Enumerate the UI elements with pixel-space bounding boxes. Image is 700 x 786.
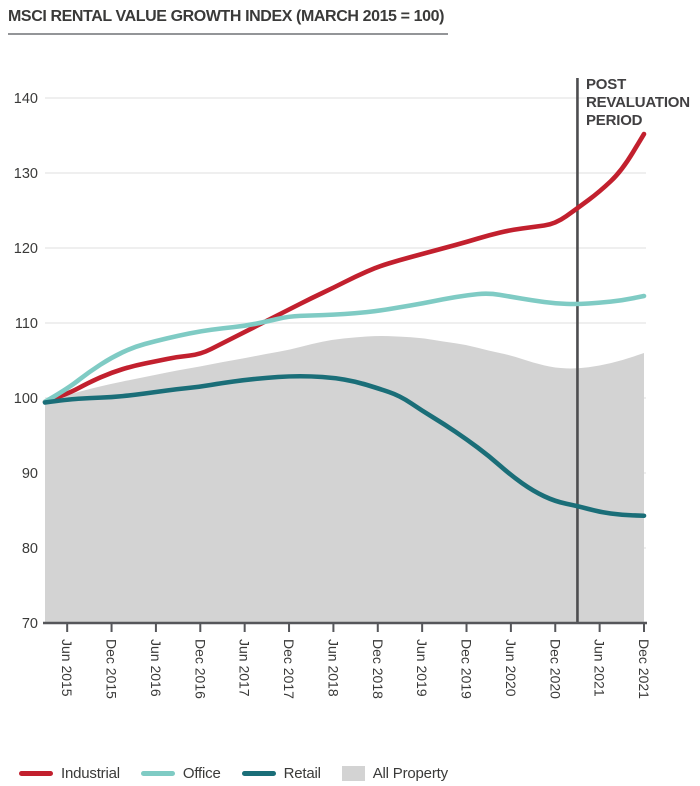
x-tick-label: Dec 2019	[459, 639, 475, 699]
x-tick-label: Dec 2021	[636, 639, 652, 699]
legend-label-all-property: All Property	[372, 764, 448, 782]
chart-legend: Industrial Office Retail All Property	[19, 760, 469, 786]
y-tick-label-120: 120	[14, 241, 38, 257]
y-tick-label-110: 110	[15, 316, 38, 332]
all-property-area-swatch-icon	[341, 765, 365, 781]
chart-title: MSCI RENTAL VALUE GROWTH INDEX (MARCH 20…	[8, 8, 449, 35]
post-revaluation-annotation: POST REVALUATION PERIOD	[586, 76, 690, 129]
legend-label-industrial: Industrial	[61, 764, 120, 782]
x-tick-label: Jun 2015	[59, 639, 75, 697]
x-tick-label: Dec 2018	[370, 639, 386, 699]
office-line-swatch-icon	[140, 770, 175, 776]
x-tick-label: Jun 2016	[148, 639, 164, 697]
y-tick-label-90: 90	[22, 466, 38, 482]
y-tick-label-130: 130	[14, 166, 38, 182]
y-tick-label-70: 70	[22, 616, 38, 632]
series-line-industrial	[42, 131, 647, 405]
legend-item-retail: Retail	[241, 764, 321, 782]
x-tick-label: Jun 2019	[414, 639, 430, 697]
y-tick-label-80: 80	[22, 541, 38, 557]
area-all-property	[45, 336, 644, 623]
x-tick-label: Dec 2015	[104, 639, 120, 699]
industrial-line-swatch-icon	[19, 770, 53, 776]
legend-label-retail: Retail	[283, 764, 321, 782]
series-line-office	[42, 291, 647, 405]
x-tick-label: Dec 2020	[547, 639, 563, 699]
rental-index-chart: 70 80 90 100 110 120 130 140 Jun 2015 Dec 2015 Jun…	[14, 78, 652, 699]
retail-line-swatch-icon	[241, 770, 276, 776]
y-tick-label-100: 100	[14, 391, 38, 407]
y-tick-label-140: 140	[14, 91, 38, 107]
x-tick-label: Jun 2017	[237, 639, 253, 697]
legend-label-office: Office	[182, 764, 221, 782]
x-tick-label: Jun 2018	[325, 639, 341, 697]
x-tick-label: Dec 2017	[281, 639, 297, 699]
series-line-retail	[42, 373, 647, 519]
x-tick-label: Dec 2016	[192, 639, 208, 699]
x-tick-label: Jun 2021	[592, 639, 608, 697]
legend-item-office: Office	[140, 764, 221, 782]
x-tick-label: Jun 2020	[503, 639, 519, 697]
legend-item-industrial: Industrial	[19, 765, 120, 782]
legend-item-all-property: All Property	[341, 764, 448, 782]
